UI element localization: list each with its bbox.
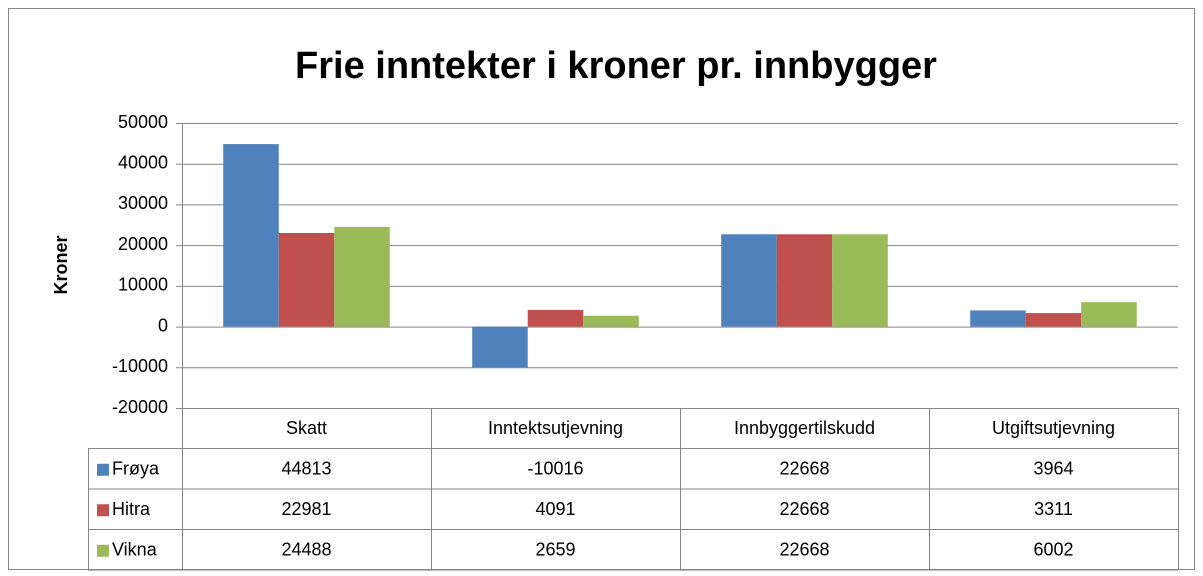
- data-label: 3311: [1034, 499, 1073, 519]
- y-tick-label: 10000: [118, 275, 168, 295]
- legend-key: [97, 504, 109, 517]
- data-label: 24488: [281, 540, 331, 560]
- bar: [472, 326, 528, 368]
- y-tick-label: 20000: [118, 234, 168, 254]
- y-axis-label: Kroner: [51, 235, 71, 294]
- legend-label: Vikna: [112, 540, 158, 560]
- x-tick-label: Utgiftsutjevning: [992, 418, 1115, 438]
- bar: [776, 234, 833, 327]
- data-label: 6002: [1033, 540, 1073, 560]
- bar: [527, 309, 584, 327]
- bar: [223, 144, 279, 327]
- y-tick-label: 50000: [118, 112, 168, 132]
- data-label: 22668: [779, 459, 829, 479]
- legend-label: Hitra: [112, 499, 151, 519]
- y-tick-label: -20000: [112, 397, 168, 417]
- data-label: -10016: [527, 459, 583, 479]
- legend-key: [97, 544, 109, 557]
- data-label: 4091: [535, 499, 575, 519]
- legend-key: [97, 463, 109, 476]
- chart-border: [8, 8, 1195, 570]
- x-tick-label: Inntektsutjevning: [488, 418, 623, 438]
- bar: [583, 315, 639, 327]
- x-tick-label: Skatt: [286, 418, 327, 438]
- bar: [970, 310, 1026, 327]
- x-tick-label: Innbyggertilskudd: [734, 418, 875, 438]
- data-label: 22668: [779, 499, 829, 519]
- bar: [1025, 313, 1082, 327]
- y-tick-label: 30000: [118, 193, 168, 213]
- data-label: 2659: [535, 540, 575, 560]
- bar: [721, 234, 777, 327]
- bar: [832, 234, 888, 327]
- data-label: 22981: [281, 499, 331, 519]
- data-label: 3964: [1033, 459, 1073, 479]
- bar: [1081, 302, 1137, 327]
- data-label: 22668: [779, 540, 829, 560]
- chart-title: Frie inntekter i kroner pr. innbygger: [295, 45, 937, 87]
- y-tick-label: 40000: [118, 152, 168, 172]
- bar: [334, 226, 390, 327]
- y-tick-label: 0: [158, 315, 168, 335]
- legend-label: Frøya: [112, 459, 160, 479]
- y-tick-label: -10000: [112, 356, 168, 376]
- data-label: 44813: [281, 459, 331, 479]
- bar: [278, 233, 335, 327]
